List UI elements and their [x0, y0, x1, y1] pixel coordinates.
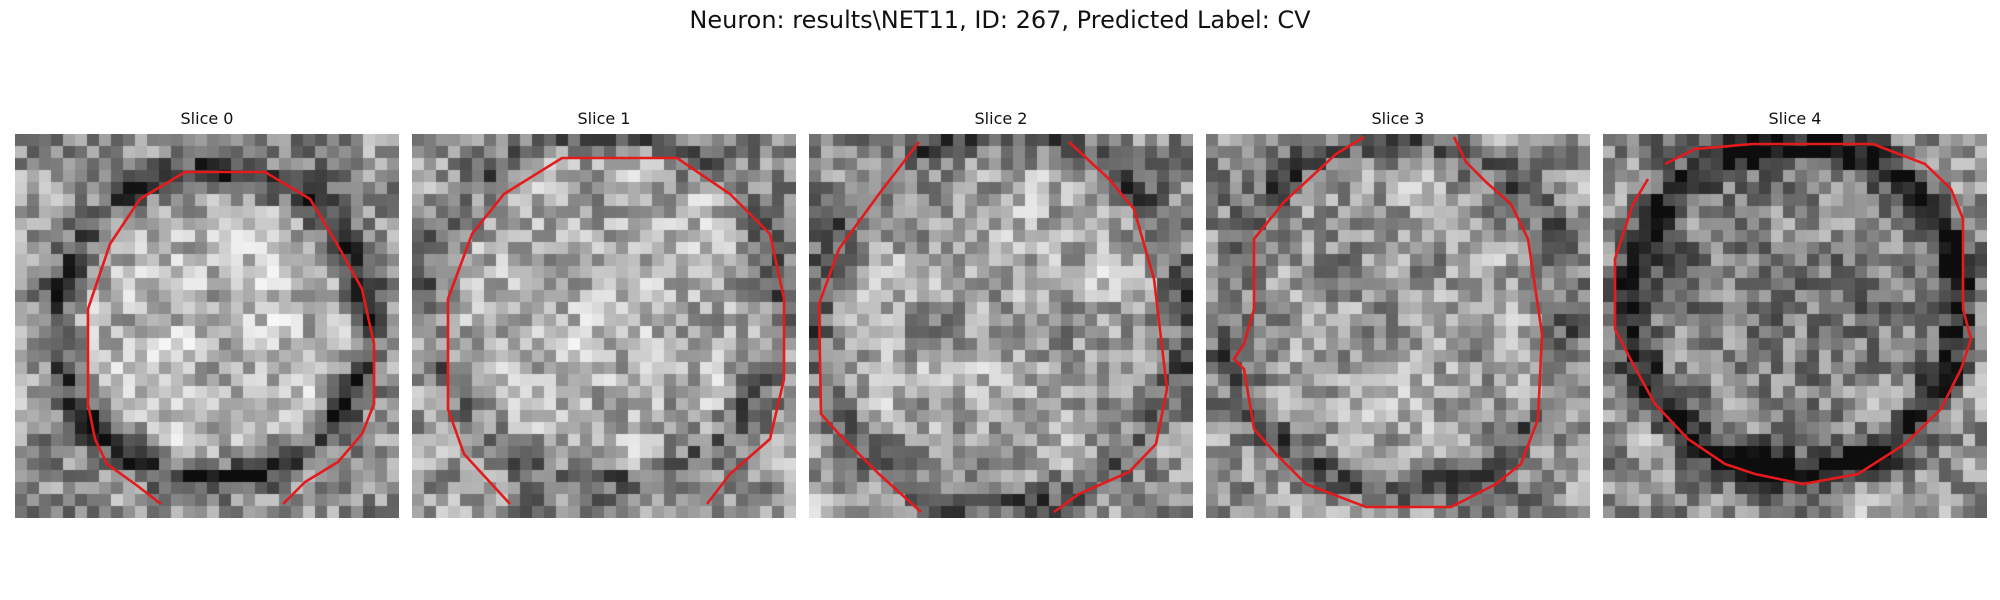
slice-image — [15, 134, 399, 518]
slice-panel-3: Slice 3 — [1206, 107, 1590, 518]
slice-panel-1: Slice 1 — [412, 107, 796, 518]
slice-image — [1206, 134, 1590, 518]
slice-title: Slice 0 — [180, 109, 234, 128]
slice-image — [412, 134, 796, 518]
slice-title: Slice 4 — [1768, 109, 1822, 128]
slice-image — [1603, 134, 1987, 518]
slice-panel-0: Slice 0 — [15, 107, 399, 518]
slice-title: Slice 3 — [1371, 109, 1425, 128]
figure-title: Neuron: results\NET11, ID: 267, Predicte… — [689, 6, 1311, 34]
slice-panel-2: Slice 2 — [809, 107, 1193, 518]
slice-image — [809, 134, 1193, 518]
slice-title: Slice 1 — [577, 109, 631, 128]
slice-title: Slice 2 — [974, 109, 1028, 128]
slice-panel-4: Slice 4 — [1603, 107, 1987, 518]
